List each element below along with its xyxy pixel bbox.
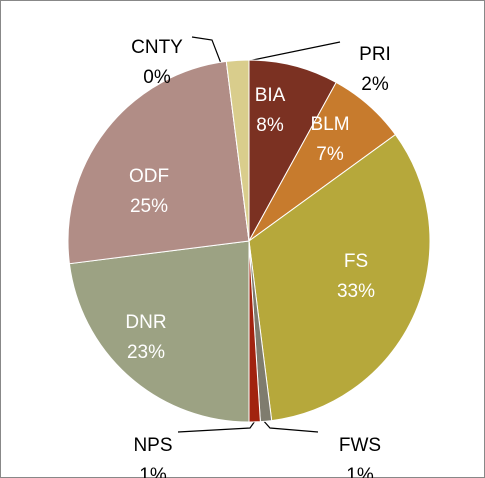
slice-label: NPS — [133, 435, 172, 456]
slice-value-label: 7% — [316, 144, 344, 165]
slice-label: PRI — [359, 44, 391, 65]
slice-value-label: 2% — [361, 74, 389, 95]
slice-value-label: 0% — [143, 67, 171, 88]
slice — [248, 133, 431, 422]
slice — [67, 60, 250, 265]
slice-value-label: 1% — [139, 465, 167, 478]
slice-label: CNTY — [131, 37, 183, 58]
leader-line — [261, 418, 319, 433]
slice-label: BIA — [255, 85, 286, 106]
slice-label: ODF — [129, 166, 169, 187]
labels: BIA 8% BLM 7% FS 33% FWS 1% NPS 1% DNR 23% ODF 25% CNT… — [125, 37, 390, 478]
leader-line — [237, 41, 341, 64]
slice-value-label: 33% — [337, 281, 375, 302]
slice — [225, 59, 250, 242]
slice-label: BLM — [310, 114, 349, 135]
slices — [67, 59, 431, 423]
slice-value-label: 1% — [346, 465, 374, 478]
leader-line — [191, 36, 223, 67]
slice-label: DNR — [125, 312, 166, 333]
slice-label: FS — [344, 251, 368, 272]
slice-label: FWS — [339, 435, 381, 456]
slice-value-label: 8% — [256, 115, 284, 136]
leader-line — [177, 420, 256, 433]
slice-value-label: 25% — [130, 196, 168, 217]
slice-value-label: 23% — [127, 342, 165, 363]
leader-lines — [177, 36, 341, 433]
slice — [68, 240, 250, 423]
slice — [248, 59, 337, 242]
